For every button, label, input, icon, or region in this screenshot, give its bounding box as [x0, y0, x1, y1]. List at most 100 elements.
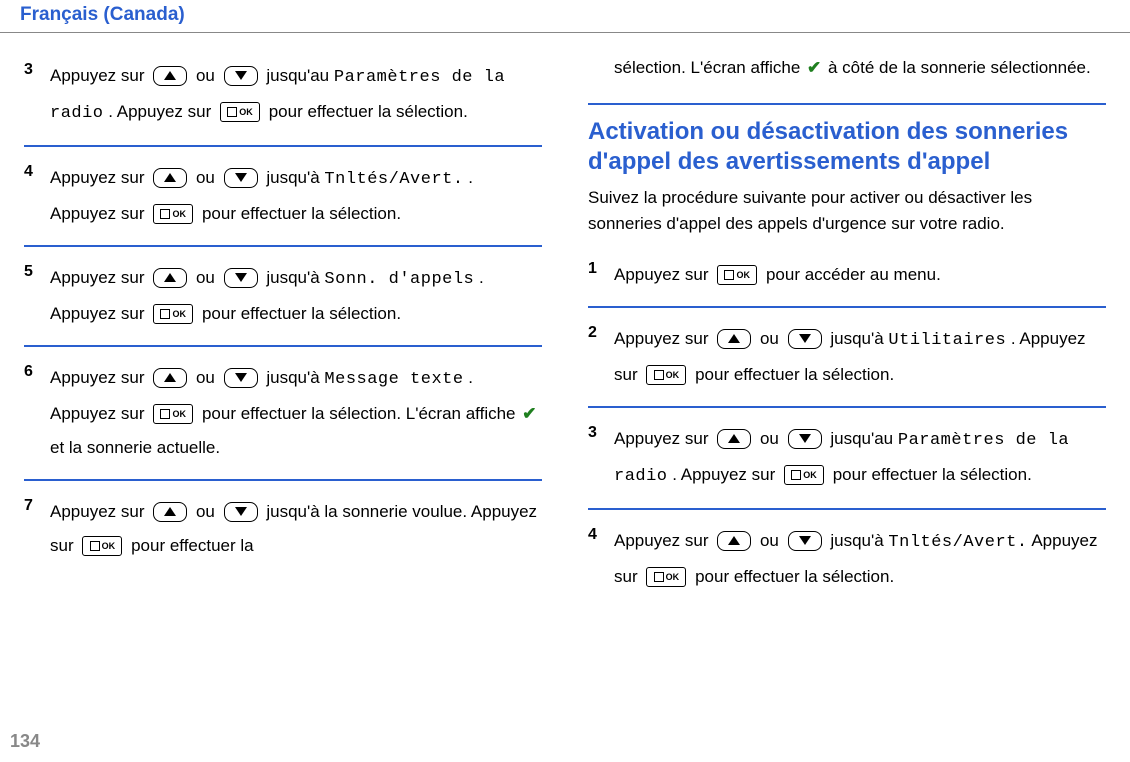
step-r1: 1 Appuyez sur pour accéder au menu.	[588, 250, 1106, 308]
text: jusqu'à	[266, 168, 324, 187]
step-body: Appuyez sur ou jusqu'à la sonnerie voulu…	[50, 495, 542, 563]
up-button-icon	[153, 268, 187, 288]
menu-option: Sonn. d'appels	[324, 270, 474, 289]
text: pour effectuer la sélection.	[202, 304, 401, 323]
down-button-icon	[224, 168, 258, 188]
check-icon: ✔	[522, 397, 536, 431]
ok-button-icon	[153, 404, 193, 424]
menu-option: Utilitaires	[888, 331, 1006, 350]
up-button-icon	[153, 66, 187, 86]
text: . Appuyez sur	[672, 465, 780, 484]
continuation-text: sélection. L'écran affiche ✔ à côté de l…	[588, 51, 1106, 99]
text: Appuyez sur	[614, 429, 713, 448]
up-button-icon	[717, 429, 751, 449]
text: jusqu'à	[266, 268, 324, 287]
left-column: 3 Appuyez sur ou jusqu'au Paramètres de …	[24, 51, 542, 614]
step-4: 4 Appuyez sur ou jusqu'à Tnltés/Avert. .…	[24, 153, 542, 247]
down-button-icon	[788, 531, 822, 551]
ok-button-icon	[153, 204, 193, 224]
page-number: 134	[10, 731, 40, 752]
ok-button-icon	[153, 304, 193, 324]
step-r3: 3 Appuyez sur ou jusqu'au Paramètres de …	[588, 414, 1106, 510]
up-button-icon	[153, 502, 187, 522]
text: . Appuyez sur	[108, 102, 216, 121]
text: jusqu'à	[266, 368, 324, 387]
ok-button-icon	[646, 567, 686, 587]
step-number: 7	[24, 495, 50, 515]
step-5: 5 Appuyez sur ou jusqu'à Sonn. d'appels …	[24, 253, 542, 347]
step-body: Appuyez sur pour accéder au menu.	[614, 258, 1106, 292]
step-body: Appuyez sur ou jusqu'au Paramètres de la…	[614, 422, 1106, 494]
text: ou	[760, 531, 784, 550]
ok-button-icon	[220, 102, 260, 122]
step-6: 6 Appuyez sur ou jusqu'à Message texte .…	[24, 353, 542, 481]
down-button-icon	[224, 268, 258, 288]
text: pour effectuer la sélection.	[695, 365, 894, 384]
text: jusqu'à	[830, 531, 888, 550]
menu-option: Tnltés/Avert.	[888, 533, 1027, 552]
up-button-icon	[717, 329, 751, 349]
down-button-icon	[788, 429, 822, 449]
step-body: Appuyez sur ou jusqu'à Tnltés/Avert. App…	[614, 524, 1106, 594]
text: jusqu'au	[266, 66, 334, 85]
check-icon: ✔	[807, 51, 821, 85]
ok-button-icon	[646, 365, 686, 385]
text: pour effectuer la sélection. L'écran aff…	[202, 404, 520, 423]
step-number: 5	[24, 261, 50, 281]
text: Appuyez sur	[614, 329, 713, 348]
down-button-icon	[224, 368, 258, 388]
down-button-icon	[788, 329, 822, 349]
text: pour accéder au menu.	[766, 265, 941, 284]
step-number: 3	[588, 422, 614, 442]
step-7: 7 Appuyez sur ou jusqu'à la sonnerie vou…	[24, 487, 542, 577]
ok-button-icon	[82, 536, 122, 556]
language-header: Français (Canada)	[0, 0, 1130, 33]
text: à côté de la sonnerie sélectionnée.	[828, 58, 1091, 77]
step-number: 4	[588, 524, 614, 544]
step-number: 1	[588, 258, 614, 278]
text: pour effectuer la sélection.	[695, 567, 894, 586]
text: Appuyez sur	[50, 168, 149, 187]
step-body: Appuyez sur ou jusqu'à Message texte . A…	[50, 361, 542, 465]
ok-button-icon	[717, 265, 757, 285]
section-description: Suivez la procédure suivante pour active…	[588, 185, 1106, 236]
step-number: 2	[588, 322, 614, 342]
right-column: sélection. L'écran affiche ✔ à côté de l…	[588, 51, 1106, 614]
up-button-icon	[717, 531, 751, 551]
text: ou	[196, 66, 220, 85]
text: Appuyez sur	[614, 531, 713, 550]
ok-button-icon	[784, 465, 824, 485]
text: ou	[760, 329, 784, 348]
text: pour effectuer la sélection.	[269, 102, 468, 121]
step-body: Appuyez sur ou jusqu'au Paramètres de la…	[50, 59, 542, 131]
text: ou	[196, 502, 220, 521]
step-r2: 2 Appuyez sur ou jusqu'à Utilitaires . A…	[588, 314, 1106, 408]
step-number: 4	[24, 161, 50, 181]
text: Appuyez sur	[50, 368, 149, 387]
text: Appuyez sur	[50, 66, 149, 85]
text: pour effectuer la sélection.	[202, 204, 401, 223]
down-button-icon	[224, 502, 258, 522]
up-button-icon	[153, 168, 187, 188]
text: Appuyez sur	[614, 265, 713, 284]
down-button-icon	[224, 66, 258, 86]
step-number: 3	[24, 59, 50, 79]
step-body: Appuyez sur ou jusqu'à Sonn. d'appels . …	[50, 261, 542, 331]
text: et la sonnerie actuelle.	[50, 438, 220, 457]
step-body: Appuyez sur ou jusqu'à Tnltés/Avert. . A…	[50, 161, 542, 231]
text: ou	[760, 429, 784, 448]
section-title: Activation ou désactivation des sonnerie…	[588, 103, 1106, 177]
text: Appuyez sur	[50, 268, 149, 287]
step-3: 3 Appuyez sur ou jusqu'au Paramètres de …	[24, 51, 542, 147]
up-button-icon	[153, 368, 187, 388]
text: Appuyez sur	[50, 502, 149, 521]
step-number: 6	[24, 361, 50, 381]
text: ou	[196, 268, 220, 287]
text: jusqu'au	[830, 429, 898, 448]
menu-option: Message texte	[324, 370, 463, 389]
text: ou	[196, 368, 220, 387]
text: pour effectuer la	[131, 536, 254, 555]
menu-option: Tnltés/Avert.	[324, 170, 463, 189]
text: jusqu'à	[830, 329, 888, 348]
step-r4: 4 Appuyez sur ou jusqu'à Tnltés/Avert. A…	[588, 516, 1106, 608]
